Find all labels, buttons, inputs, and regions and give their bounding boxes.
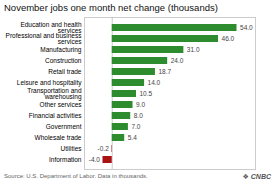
svg-text:Information: Information — [49, 156, 82, 163]
svg-text:Transportation andwarehousing: Transportation andwarehousing — [27, 87, 82, 102]
svg-text:Professional and businessservi: Professional and businessservices — [6, 32, 83, 46]
svg-text:Wholesale trade: Wholesale trade — [35, 134, 82, 141]
svg-text:14.0: 14.0 — [148, 79, 161, 86]
svg-text:10.5: 10.5 — [139, 90, 152, 97]
svg-text:Manufacturing: Manufacturing — [40, 46, 82, 54]
svg-text:31.0: 31.0 — [187, 46, 200, 53]
svg-text:Government: Government — [46, 123, 82, 130]
svg-text:8.0: 8.0 — [134, 112, 143, 119]
svg-text:Utilities: Utilities — [61, 145, 83, 152]
svg-text:7.0: 7.0 — [131, 123, 140, 130]
svg-text:-4.0: -4.0 — [89, 156, 101, 163]
svg-text:5.4: 5.4 — [128, 134, 137, 141]
svg-text:Financial activities: Financial activities — [29, 112, 82, 119]
svg-text:24.0: 24.0 — [171, 57, 184, 64]
svg-text:9.0: 9.0 — [136, 101, 145, 108]
svg-text:18.7: 18.7 — [158, 68, 171, 75]
svg-text:46.0: 46.0 — [222, 35, 235, 42]
svg-text:Construction: Construction — [45, 57, 82, 64]
svg-text:54.0: 54.0 — [240, 24, 253, 31]
svg-text:Other services: Other services — [40, 101, 83, 108]
svg-text:-0.2: -0.2 — [98, 145, 110, 152]
svg-text:Retail trade: Retail trade — [48, 68, 82, 75]
